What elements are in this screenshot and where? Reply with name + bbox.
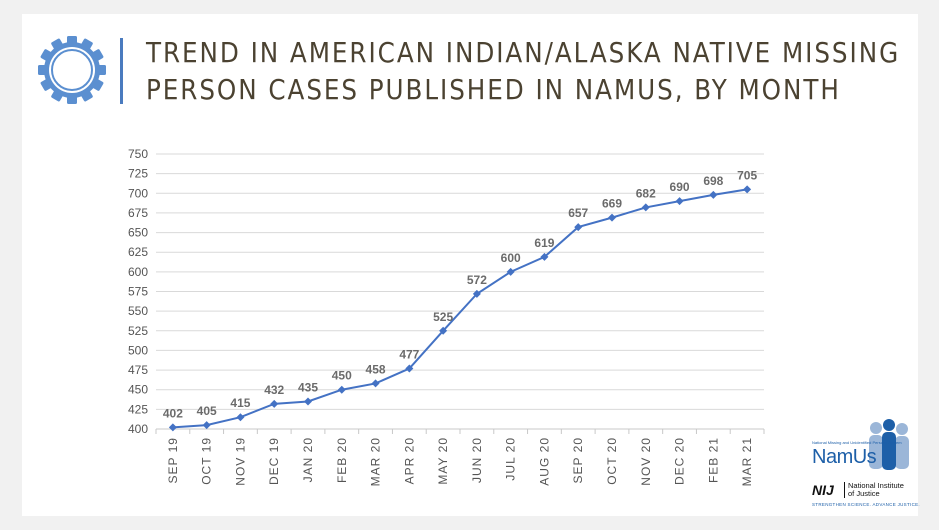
nij-tagline: STRENGTHEN SCIENCE. ADVANCE JUSTICE. [812,502,920,507]
x-tick-label: JUN 20 [470,437,484,483]
y-tick-label: 700 [128,186,148,200]
data-label: 415 [230,396,250,410]
y-tick-label: 500 [128,343,148,357]
gear-icon [38,36,106,104]
namus-logo: NamUs [812,446,877,468]
data-label: 572 [467,273,487,287]
data-point [202,421,211,430]
x-tick-label: AUG 20 [537,437,551,486]
x-tick-label: SEP 19 [166,437,180,483]
x-tick-label: NOV 19 [233,437,247,486]
data-label: 525 [433,310,453,324]
x-tick-label: MAY 20 [436,437,450,485]
x-tick-label: DEC 19 [267,437,281,485]
data-point [675,197,684,206]
data-point [743,185,752,194]
y-tick-label: 625 [128,245,148,259]
data-label: 450 [332,369,352,383]
x-tick-label: JAN 20 [301,437,315,482]
y-tick-label: 400 [128,422,148,436]
data-label: 458 [366,362,386,376]
title-divider [120,38,123,104]
data-point [371,379,380,388]
data-point [270,399,279,408]
data-label: 698 [703,174,723,188]
data-label: 682 [636,186,656,200]
data-point [540,252,549,261]
x-tick-label: OCT 19 [200,437,214,485]
x-tick-label: DEC 20 [673,437,687,485]
nij-name: National Institute of Justice [844,482,904,498]
x-tick-label: OCT 20 [605,437,619,485]
y-tick-label: 475 [128,363,148,377]
data-point [439,326,448,335]
y-tick-label: 675 [128,206,148,220]
y-tick-label: 750 [128,147,148,161]
namus-tagline: National Missing and Unidentified Person… [812,440,902,445]
data-point [304,397,312,406]
nij-logo: NIJ [812,482,834,498]
data-label: 657 [568,206,588,220]
data-point [236,413,245,422]
x-tick-label: SEP 20 [571,437,585,483]
y-tick-label: 525 [128,324,148,338]
data-point [337,385,346,394]
y-tick-label: 600 [128,265,148,279]
title-line-2: Person Cases Published in NamUs, by Mont… [146,73,841,106]
y-tick-label: 425 [128,402,148,416]
people-silhouettes-icon [869,419,909,470]
logos: National Missing and Unidentified Person… [808,418,920,514]
data-label: 435 [298,381,318,395]
data-label: 402 [163,406,183,420]
y-tick-label: 550 [128,304,148,318]
y-tick-label: 650 [128,226,148,240]
data-point [472,289,481,298]
data-label: 705 [737,168,757,182]
data-point [506,267,515,276]
data-point [574,223,583,232]
data-point [405,364,414,373]
data-label: 477 [399,348,419,362]
y-tick-label: 450 [128,383,148,397]
series-line [172,188,748,429]
x-tick-label: MAR 21 [740,437,754,486]
data-point [608,213,616,222]
data-label: 619 [534,236,554,250]
x-tick-label: FEB 21 [706,437,720,483]
y-tick-label: 575 [128,285,148,299]
data-label: 690 [670,180,690,194]
data-label: 405 [197,404,217,418]
slide [22,14,918,516]
data-label: 600 [501,251,521,265]
data-point [709,190,718,199]
y-tick-label: 725 [128,167,148,181]
x-tick-label: FEB 20 [335,437,349,483]
x-tick-label: MAR 20 [369,437,383,486]
data-point [641,203,650,212]
x-tick-label: NOV 20 [639,437,653,486]
data-point [168,423,177,432]
x-tick-label: JUL 20 [504,437,518,481]
data-label: 669 [602,197,622,211]
x-tick-label: APR 20 [402,437,416,484]
data-label: 432 [264,383,284,397]
